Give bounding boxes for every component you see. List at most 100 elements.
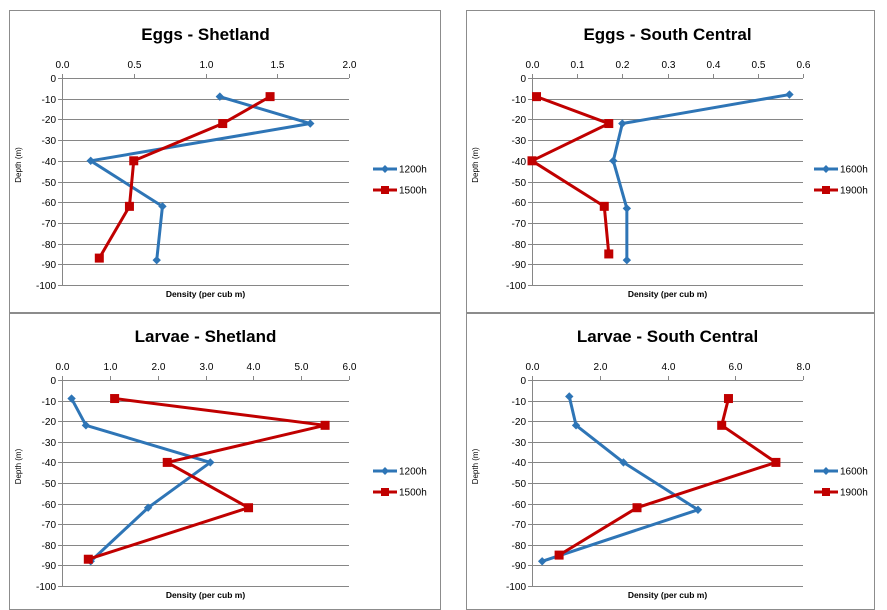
- y-tick-label: -80: [512, 541, 527, 552]
- data-point: [532, 92, 542, 102]
- y-tick-label: -20: [42, 115, 57, 126]
- y-tick-label: -100: [36, 582, 56, 593]
- legend-entry: 1600h: [814, 165, 868, 176]
- x-tick-label: 0.2: [616, 60, 630, 71]
- x-tick-label: 0.0: [526, 362, 540, 373]
- x-tick-label: 6.0: [729, 362, 743, 373]
- chart-title: Larvae - South Central: [577, 327, 758, 346]
- data-point: [554, 550, 564, 560]
- x-tick-label: 2.0: [152, 362, 166, 373]
- data-point: [67, 394, 76, 403]
- legend-marker: [381, 186, 389, 194]
- y-tick-label: -20: [42, 417, 57, 428]
- data-point: [152, 255, 161, 265]
- data-point: [527, 156, 537, 166]
- legend-label: 1900h: [840, 186, 868, 197]
- series-1600h: [609, 90, 794, 265]
- data-point: [265, 92, 275, 102]
- series-1500h: [83, 394, 330, 564]
- x-tick-label: 3.0: [200, 362, 214, 373]
- data-point: [320, 420, 330, 430]
- legend-marker: [822, 165, 830, 173]
- y-tick-label: -70: [42, 520, 57, 531]
- y-tick-label: -50: [512, 479, 527, 490]
- y-tick-label: -40: [512, 157, 527, 168]
- y-tick-label: -10: [512, 397, 527, 408]
- y-tick-label: -10: [512, 95, 527, 106]
- y-tick-label: 0: [520, 74, 526, 85]
- chart-panel-2: Eggs - South Central 0 -10 -20 -30 -40 -50 -60 -…: [466, 10, 875, 313]
- y-axis-label: Depth (m): [471, 147, 480, 183]
- series-1900h: [554, 394, 781, 560]
- y-tick-label: -50: [512, 178, 527, 189]
- data-point: [86, 156, 95, 165]
- series-1500h: [94, 92, 275, 263]
- legend-entry: 1200h: [373, 165, 427, 176]
- y-tick-label: -70: [512, 219, 527, 230]
- y-tick-label: -90: [512, 561, 527, 572]
- data-point: [244, 503, 254, 513]
- data-point: [622, 255, 632, 265]
- legend-entry: 1900h: [814, 186, 868, 197]
- legend-entry: 1500h: [373, 186, 427, 197]
- series-1200h: [86, 92, 315, 265]
- x-tick-label: 0.5: [752, 60, 766, 71]
- y-tick-label: -40: [42, 458, 57, 469]
- x-tick-label: 0.0: [56, 60, 70, 71]
- data-point: [693, 505, 703, 514]
- data-point: [110, 394, 120, 404]
- x-axis-label: Density (per cub m): [166, 590, 246, 600]
- legend-marker: [822, 488, 830, 496]
- data-point: [218, 119, 228, 129]
- data-point: [94, 253, 104, 263]
- y-tick-label: -90: [512, 260, 527, 271]
- y-tick-label: -50: [42, 479, 57, 490]
- chart-panel-3: Larvae - Shetland 0 -10 -20 -30 -40 -50 -60 -70 -…: [9, 313, 441, 610]
- data-point: [158, 202, 167, 211]
- data-point: [619, 458, 628, 467]
- y-tick-label: -60: [512, 198, 527, 209]
- data-point: [537, 557, 547, 566]
- data-point: [565, 392, 574, 401]
- data-point: [604, 249, 614, 259]
- x-tick-label: 6.0: [343, 362, 357, 373]
- data-point: [83, 554, 93, 564]
- y-tick-label: -100: [506, 281, 526, 292]
- y-tick-label: -90: [42, 260, 57, 271]
- legend-marker: [381, 488, 389, 496]
- x-tick-label: 0.3: [662, 60, 676, 71]
- y-tick-label: -80: [42, 541, 57, 552]
- x-tick-label: 1.0: [200, 60, 214, 71]
- data-point: [717, 420, 727, 430]
- y-axis-label: Depth (m): [14, 448, 23, 484]
- y-tick-label: -20: [512, 115, 527, 126]
- x-tick-label: 8.0: [797, 362, 811, 373]
- x-axis-label: Density (per cub m): [166, 289, 246, 299]
- data-point: [306, 119, 315, 128]
- y-tick-label: -70: [42, 219, 57, 230]
- legend-label: 1500h: [399, 186, 427, 197]
- x-tick-label: 2.0: [343, 60, 357, 71]
- legend-label: 1600h: [840, 467, 868, 478]
- y-tick-label: -60: [42, 198, 57, 209]
- x-tick-label: 4.0: [662, 362, 676, 373]
- chart-panel-4: Larvae - South Central 0 -10 -20 -30 -40 -50 -6…: [466, 313, 875, 610]
- x-axis-label: Density (per cub m): [628, 590, 708, 600]
- legend-marker: [381, 165, 389, 173]
- data-point: [124, 201, 134, 211]
- y-tick-label: -50: [42, 178, 57, 189]
- x-tick-label: 0.0: [526, 60, 540, 71]
- legend-entry: 1200h: [373, 467, 427, 478]
- y-tick-label: -30: [42, 438, 57, 449]
- y-tick-label: -10: [42, 95, 57, 106]
- legend-entry: 1600h: [814, 467, 868, 478]
- legend-marker: [822, 186, 830, 194]
- chart-panel-1: Eggs - Shetland 0 -10 -20 -30 -40 -50 -60 -70 -80…: [9, 10, 441, 313]
- legend-label: 1600h: [840, 165, 868, 176]
- y-axis-label: Depth (m): [471, 448, 480, 484]
- legend-label: 1900h: [840, 488, 868, 499]
- x-tick-label: 0.5: [128, 60, 142, 71]
- y-tick-label: -30: [512, 438, 527, 449]
- x-tick-label: 0.6: [797, 60, 811, 71]
- y-tick-label: -40: [512, 458, 527, 469]
